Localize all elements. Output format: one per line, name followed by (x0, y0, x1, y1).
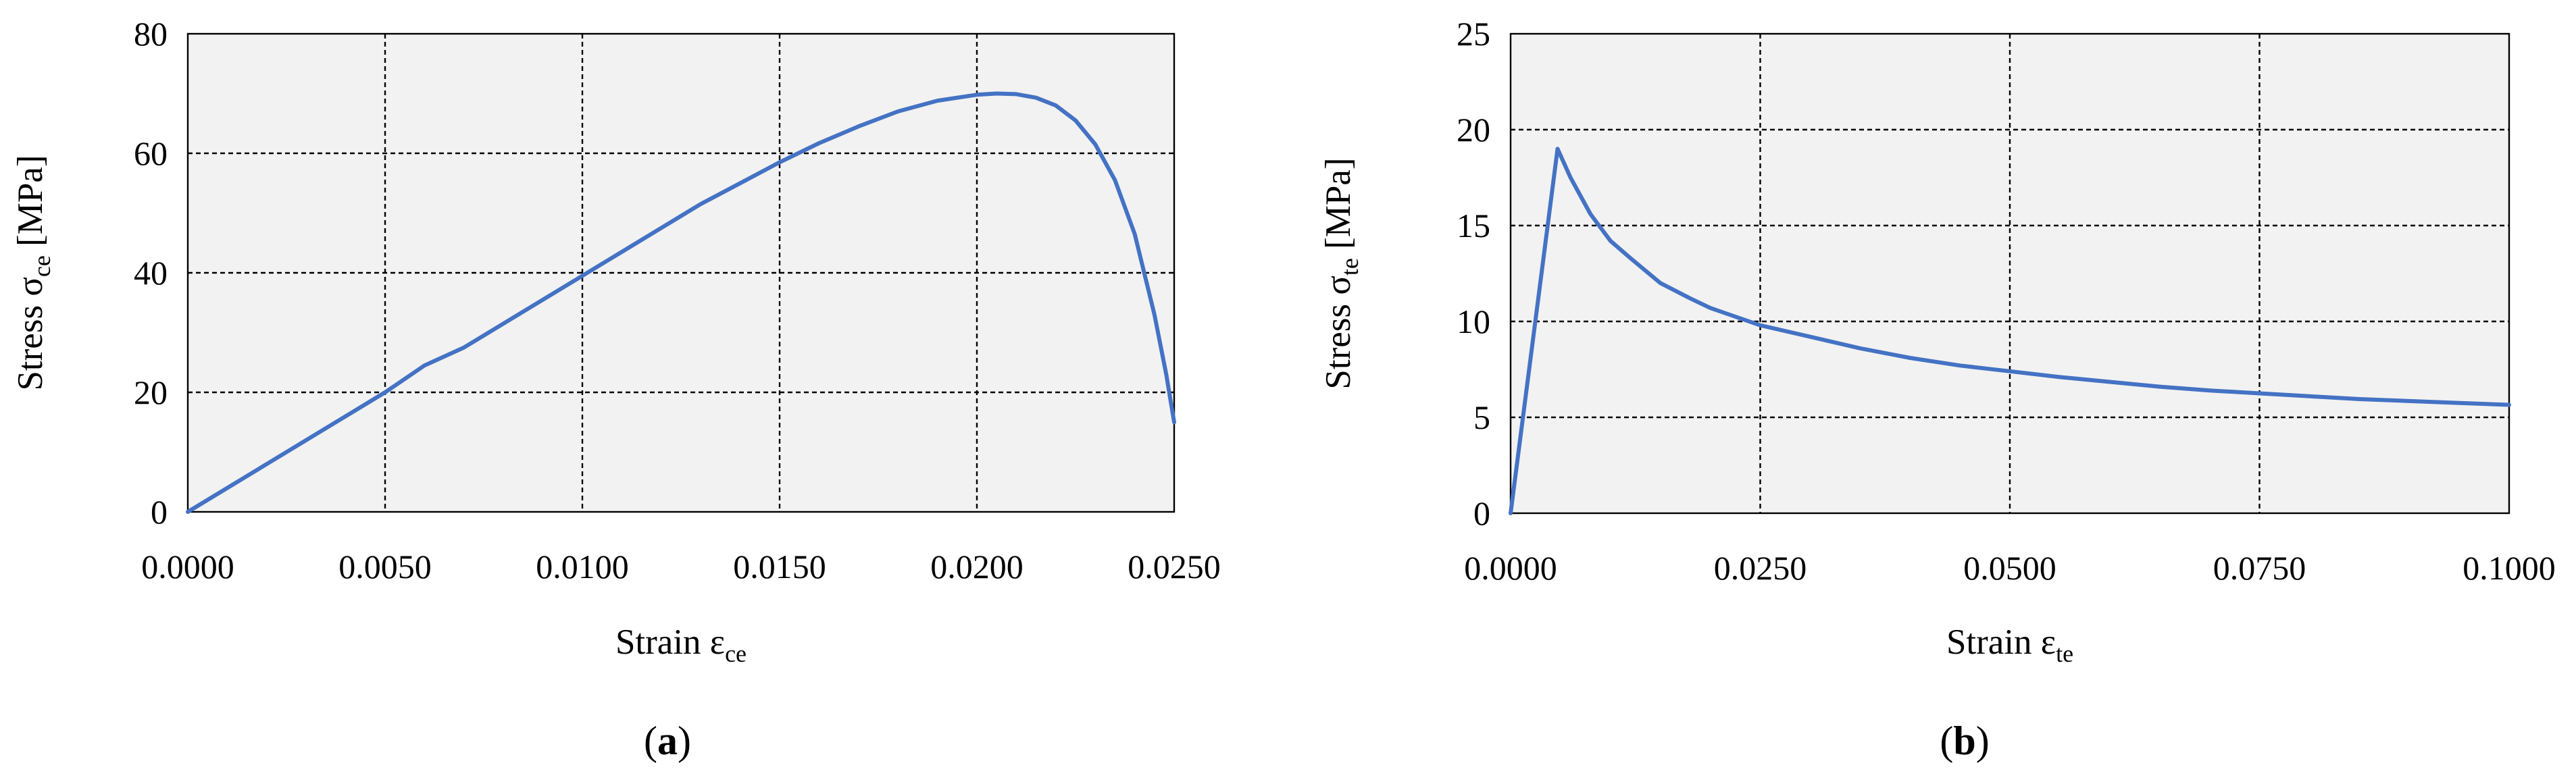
plot-frame (186, 32, 1176, 513)
x-axis-title-main: Strain ε (1946, 623, 2056, 662)
y-axis-title-main: Stress σ (11, 277, 50, 390)
y-axis-title-unit: [MPa] (11, 155, 50, 255)
x-tick-label: 0.0100 (536, 548, 629, 585)
x-axis-title-subscript: ce (725, 640, 747, 667)
x-tick-label: 0.0150 (733, 548, 826, 585)
plot-frame (1509, 32, 2510, 515)
y-tick-label: 15 (1457, 207, 1490, 244)
panel-caption: (b) (1940, 718, 1989, 763)
x-axis-title-subscript: te (2056, 640, 2073, 667)
x-tick-label: 0.0250 (1128, 548, 1221, 585)
caption-paren-close: ) (1976, 718, 1990, 763)
caption-label: b (1953, 718, 1975, 763)
y-tick-label: 40 (134, 254, 168, 292)
y-tick-label: 20 (134, 373, 168, 411)
y-tick-label: 0 (1473, 494, 1490, 532)
y-axis-title-unit: [MPa] (1319, 157, 1358, 258)
x-tick-label: 0.0200 (930, 548, 1024, 585)
y-axis-title: Stress σte [MPa] (1319, 157, 1363, 389)
x-tick-label: 0.0500 (1963, 549, 2056, 587)
x-tick-label: 0.0000 (141, 548, 234, 585)
y-tick-label: 0 (151, 493, 168, 531)
chart-b-svg: 0 5 10 15 20 25 0.0000 0.0250 0.0500 0.0750 0.1000… (1319, 15, 2556, 763)
y-tick-label: 20 (1457, 111, 1490, 149)
caption-label: a (657, 718, 678, 763)
x-axis-title: Strain εte (1946, 623, 2073, 667)
panel-caption: (a) (644, 718, 691, 763)
series-line (186, 91, 1176, 514)
x-tick-label: 0.0050 (338, 548, 432, 585)
y-tick-label: 10 (1457, 303, 1490, 340)
caption-paren-open: ( (1940, 718, 1953, 763)
caption-paren-open: ( (644, 718, 657, 763)
y-tick-label: 5 (1473, 398, 1490, 436)
y-axis-title-subscript: te (1336, 258, 1363, 276)
y-tick-label: 80 (134, 15, 168, 53)
chart-a-svg: 0 20 40 60 80 0.0000 0.0050 0.0100 0.0150 0.0200 0… (11, 15, 1221, 763)
x-tick-label: 0.0000 (1464, 549, 1557, 587)
x-axis-title: Strain εce (615, 623, 747, 667)
y-axis-title-subscript: ce (28, 255, 55, 277)
x-axis-title-main: Strain ε (615, 623, 725, 662)
y-tick-label: 60 (134, 134, 168, 172)
y-axis-title: Stress σce [MPa] (11, 155, 55, 390)
y-axis-title-main: Stress σ (1319, 276, 1358, 389)
x-tick-label: 0.0750 (2213, 549, 2306, 587)
x-tick-label: 0.1000 (2463, 549, 2556, 587)
series-line (1509, 147, 2511, 515)
caption-paren-close: ) (678, 718, 691, 763)
chart-panel-b: 0 5 10 15 20 25 0.0000 0.0250 0.0500 0.0750 0.1000… (1288, 0, 2576, 784)
chart-panel-a: 0 20 40 60 80 0.0000 0.0050 0.0100 0.0150 0.0200 0… (11, 15, 1221, 763)
y-tick-label: 25 (1457, 15, 1490, 53)
x-tick-label: 0.0250 (1714, 549, 1807, 587)
